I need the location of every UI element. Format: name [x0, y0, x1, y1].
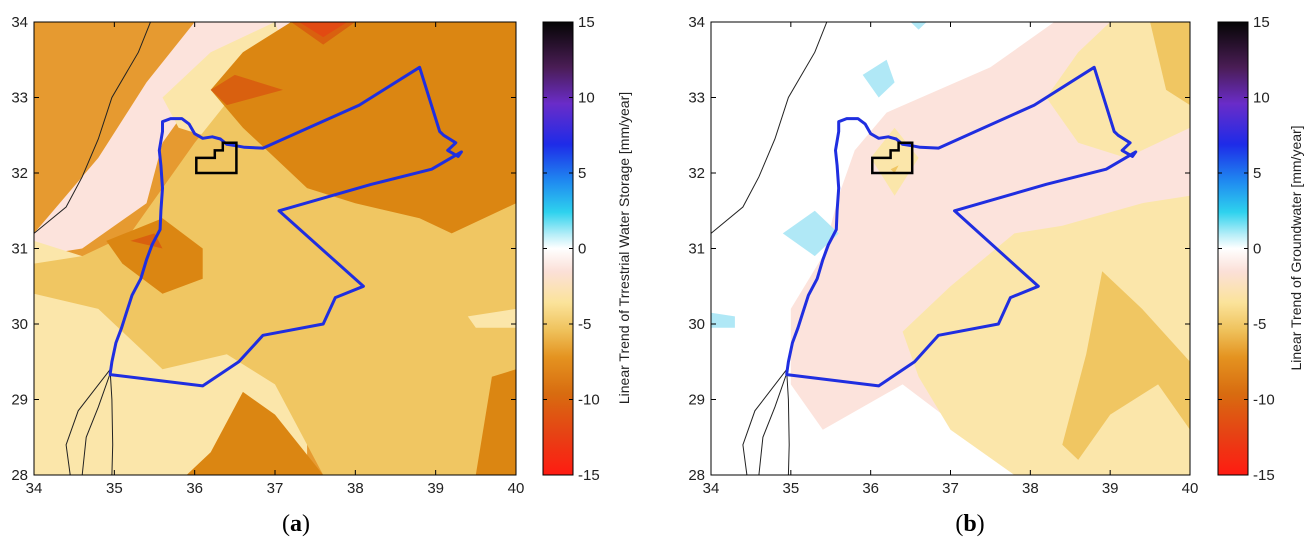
y-tick-label: 30 [11, 316, 28, 333]
contour-region [210, 22, 516, 234]
colorbar-tick-label: -5 [578, 316, 591, 333]
x-tick-label: 39 [1102, 480, 1119, 497]
colorbar-tick-label: 0 [1253, 241, 1261, 258]
colorbar-tick-label: 5 [578, 165, 586, 182]
contour-region [910, 22, 927, 30]
coast-line [711, 22, 828, 234]
y-tick-label: 28 [688, 467, 705, 484]
y-tick-label: 33 [688, 90, 705, 107]
contour-region [711, 312, 735, 328]
y-tick-label: 30 [688, 316, 705, 333]
x-tick-label: 35 [782, 480, 799, 497]
colorbar: 15 10 5 0 -5 -10 -15 Linear Trend of Groundwat… [1217, 14, 1304, 484]
colorbar-tick-label: 15 [578, 14, 595, 31]
y-tick-label: 29 [11, 392, 28, 409]
contour-region [210, 74, 283, 106]
y-tick-label: 34 [688, 14, 705, 31]
study-area-box [195, 141, 238, 175]
contour-region [782, 210, 839, 257]
colorbar-tick-label: -15 [578, 467, 600, 484]
colorbar-label: Linear Trend of Groundwater [mm/year] [1288, 125, 1304, 370]
axis-ticks: 34 35 36 37 38 39 40 28 29 30 31 32 33 34 [688, 14, 1198, 497]
contour-region [1150, 22, 1190, 106]
coast-line [65, 368, 111, 475]
x-tick-label: 40 [508, 480, 525, 497]
colorbar: 15 10 5 0 -5 -10 -15 Linear Trend of Trrestria… [542, 14, 632, 484]
colorbar-tick-label: -15 [1253, 467, 1275, 484]
colorbar-tick-label: -10 [578, 392, 600, 409]
contour-region [467, 308, 516, 328]
x-tick-label: 37 [267, 480, 284, 497]
country-overlay [785, 65, 1138, 388]
colorbar-ticks: 15 10 5 0 -5 -10 -15 [1218, 14, 1275, 484]
colorbar-tick-label: 10 [578, 90, 595, 107]
colorbar-label: Linear Trend of Trrestrial Water Storage… [616, 92, 632, 404]
colorbar-tick-label: 15 [1253, 14, 1270, 31]
x-tick-label: 40 [1182, 480, 1199, 497]
colorbar-gradient [542, 21, 574, 476]
y-tick-label: 32 [11, 165, 28, 182]
y-tick-label: 28 [11, 467, 28, 484]
x-tick-label: 36 [186, 480, 203, 497]
contour-region [1046, 22, 1190, 158]
contour-region [1062, 271, 1190, 460]
panel-caption: (a) [282, 511, 310, 537]
y-tick-label: 33 [11, 90, 28, 107]
x-tick-label: 39 [427, 480, 444, 497]
axis-ticks: 34 35 36 37 38 39 40 28 29 30 31 32 33 34 [11, 14, 524, 497]
y-tick-label: 34 [11, 14, 28, 31]
study-area-box [871, 141, 914, 175]
trend-contours [711, 22, 1190, 475]
panel-b: 34 35 36 37 38 39 40 28 29 30 31 32 33 34 15 10 5 0 -5 -10… [688, 14, 1304, 537]
x-tick-label: 36 [862, 480, 879, 497]
contour-region [34, 308, 131, 475]
colorbar-gradient [1217, 21, 1249, 476]
contour-region [186, 391, 324, 475]
y-tick-label: 31 [11, 241, 28, 258]
x-tick-label: 35 [106, 480, 123, 497]
contour-region [890, 165, 899, 173]
colorbar-tick-label: 0 [578, 241, 586, 258]
x-tick-label: 34 [26, 480, 43, 497]
colorbar-tick-label: -10 [1253, 392, 1275, 409]
colorbar-tick-label: 10 [1253, 90, 1270, 107]
coast-line [34, 22, 151, 234]
contour-region [862, 59, 895, 98]
trend-contours [34, 22, 516, 475]
x-tick-label: 38 [347, 480, 364, 497]
coast-line [742, 368, 788, 475]
panel-caption: (b) [955, 511, 984, 537]
colorbar-tick-label: -5 [1253, 316, 1266, 333]
contour-region [475, 369, 516, 475]
y-tick-label: 31 [688, 241, 705, 258]
country-overlay [108, 65, 463, 388]
y-tick-label: 32 [688, 165, 705, 182]
panel-a: 34 35 36 37 38 39 40 28 29 30 31 32 33 34 15 10 5 0 -5 -10… [11, 14, 632, 537]
x-tick-label: 34 [703, 480, 720, 497]
colorbar-tick-label: 5 [1253, 165, 1261, 182]
colorbar-ticks: 15 10 5 0 -5 -10 -15 [543, 14, 600, 484]
contour-region [106, 218, 203, 294]
x-tick-label: 37 [942, 480, 959, 497]
contour-region [299, 22, 348, 38]
x-tick-label: 38 [1022, 480, 1039, 497]
contour-region [34, 22, 308, 257]
y-tick-label: 29 [688, 392, 705, 409]
